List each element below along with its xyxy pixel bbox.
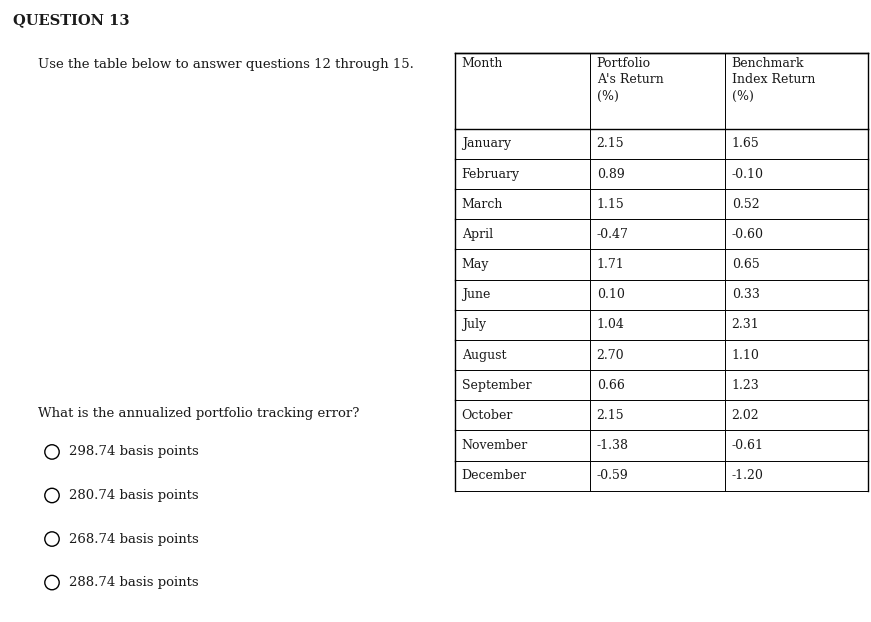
Text: November: November xyxy=(462,439,528,452)
Text: 2.15: 2.15 xyxy=(597,137,625,151)
Text: 1.65: 1.65 xyxy=(732,137,760,151)
Text: 1.71: 1.71 xyxy=(597,258,625,271)
Text: What is the annualized portfolio tracking error?: What is the annualized portfolio trackin… xyxy=(38,407,360,420)
Text: October: October xyxy=(462,409,513,422)
Text: 2.02: 2.02 xyxy=(732,409,760,422)
Text: -0.60: -0.60 xyxy=(732,228,764,241)
Text: -0.59: -0.59 xyxy=(597,469,628,482)
Text: December: December xyxy=(462,469,527,482)
Text: April: April xyxy=(462,228,493,241)
Text: September: September xyxy=(462,379,531,392)
Text: February: February xyxy=(462,167,520,180)
Text: 2.70: 2.70 xyxy=(597,348,625,361)
Text: Month: Month xyxy=(462,57,503,70)
Text: August: August xyxy=(462,348,506,361)
Text: Use the table below to answer questions 12 through 15.: Use the table below to answer questions … xyxy=(38,58,414,71)
Text: -1.20: -1.20 xyxy=(732,469,764,482)
Text: 1.15: 1.15 xyxy=(597,198,625,211)
Text: 280.74 basis points: 280.74 basis points xyxy=(69,489,199,502)
Text: 1.23: 1.23 xyxy=(732,379,760,392)
Text: -0.47: -0.47 xyxy=(597,228,629,241)
Text: -0.10: -0.10 xyxy=(732,167,764,180)
Text: May: May xyxy=(462,258,490,271)
Text: 2.31: 2.31 xyxy=(732,318,760,332)
Text: Benchmark
Index Return
(%): Benchmark Index Return (%) xyxy=(732,57,815,103)
Text: June: June xyxy=(462,288,490,301)
Text: QUESTION 13: QUESTION 13 xyxy=(13,13,130,27)
Text: 0.66: 0.66 xyxy=(597,379,625,392)
Text: 0.52: 0.52 xyxy=(732,198,760,211)
Text: 288.74 basis points: 288.74 basis points xyxy=(69,576,199,589)
Text: January: January xyxy=(462,137,510,151)
Text: -1.38: -1.38 xyxy=(597,439,629,452)
Text: -0.61: -0.61 xyxy=(732,439,764,452)
Text: 0.89: 0.89 xyxy=(597,167,625,180)
Text: 0.65: 0.65 xyxy=(732,258,760,271)
Text: 1.10: 1.10 xyxy=(732,348,760,361)
Text: 2.15: 2.15 xyxy=(597,409,625,422)
Text: 268.74 basis points: 268.74 basis points xyxy=(69,532,199,545)
Text: 298.74 basis points: 298.74 basis points xyxy=(69,445,199,458)
Text: 0.33: 0.33 xyxy=(732,288,760,301)
Text: Portfolio
A's Return
(%): Portfolio A's Return (%) xyxy=(597,57,664,103)
Text: March: March xyxy=(462,198,503,211)
Text: 1.04: 1.04 xyxy=(597,318,625,332)
Text: 0.10: 0.10 xyxy=(597,288,625,301)
Text: July: July xyxy=(462,318,486,332)
